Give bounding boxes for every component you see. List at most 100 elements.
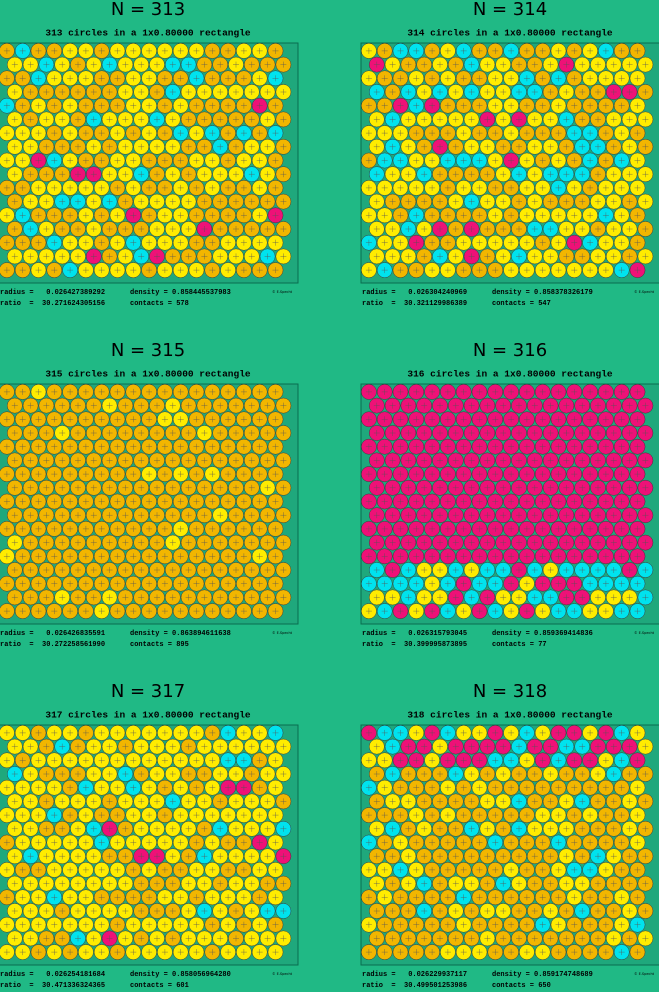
- disk-cross: [256, 47, 263, 54]
- disk-cross: [264, 253, 271, 260]
- disk-cross: [225, 75, 232, 82]
- contacts: contacts = 77: [492, 641, 547, 649]
- disk-cross: [209, 130, 216, 137]
- disk-cross: [130, 388, 137, 395]
- disk-cross: [634, 75, 641, 82]
- disk-cross: [248, 89, 255, 95]
- disk-cross: [201, 539, 208, 546]
- disk-cross: [248, 539, 255, 546]
- disk-cross: [169, 253, 176, 260]
- disk-cross: [492, 130, 499, 137]
- disk-cross: [602, 102, 609, 109]
- disk-cross: [256, 267, 263, 274]
- disk-cross: [59, 226, 66, 232]
- disk-cross: [492, 102, 499, 109]
- disk-cross: [225, 498, 232, 505]
- disk-cross: [130, 212, 137, 219]
- disk-cross: [114, 47, 121, 54]
- disk-cross: [272, 130, 279, 137]
- disk-cross: [59, 171, 66, 178]
- disk-cross: [138, 61, 145, 68]
- disk-cross: [587, 130, 594, 137]
- disk-cross: [27, 143, 34, 150]
- disk-cross: [579, 89, 586, 95]
- disk-cross: [500, 143, 507, 150]
- disk-cross: [225, 471, 232, 478]
- disk-cross: [602, 130, 609, 137]
- disk-cross: [27, 430, 34, 436]
- disk-cross: [177, 239, 184, 246]
- disk-cross: [146, 75, 153, 82]
- disk-cross: [571, 184, 578, 191]
- disk-cross: [106, 61, 113, 68]
- copyright: © E.Specht: [634, 972, 655, 976]
- disk-cross: [233, 171, 239, 178]
- disk-cross: [539, 75, 546, 82]
- disk-cross: [82, 239, 89, 246]
- disk-cross: [19, 47, 26, 54]
- disk-cross: [437, 226, 443, 232]
- disk-cross: [618, 239, 625, 246]
- disk-cross: [177, 553, 184, 560]
- disk-cross: [365, 267, 372, 274]
- disk-cross: [51, 525, 58, 532]
- panel-title: N = 317: [111, 681, 185, 702]
- disk-cross: [240, 267, 247, 274]
- disk-cross: [217, 198, 224, 205]
- disk-cross: [154, 89, 160, 95]
- disk-cross: [43, 457, 50, 464]
- disk-cross: [122, 198, 129, 205]
- disk-cross: [51, 47, 58, 54]
- disk-cross: [523, 239, 530, 246]
- disk-cross: [634, 102, 641, 109]
- disk-cross: [51, 157, 58, 164]
- disk-cross: [98, 443, 105, 450]
- disk-cross: [539, 184, 546, 191]
- copyright: © E.Specht: [634, 631, 655, 635]
- disk-cross: [114, 157, 121, 164]
- disk-cross: [397, 75, 404, 82]
- disk-cross: [185, 512, 192, 519]
- disk-cross: [138, 143, 145, 150]
- disk-cross: [460, 267, 467, 274]
- disk-cross: [429, 212, 436, 219]
- disk-cross: [571, 102, 578, 109]
- disk-cross: [177, 102, 184, 109]
- disk-cross: [634, 184, 641, 191]
- disk-cross: [272, 388, 279, 395]
- disk-cross: [248, 61, 255, 68]
- disk-cross: [365, 47, 372, 54]
- disk-cross: [3, 267, 10, 274]
- disk-cross: [571, 47, 578, 54]
- disk-cross: [405, 171, 412, 178]
- disk-cross: [35, 212, 42, 219]
- panel-title: N = 313: [111, 0, 185, 20]
- disk-cross: [114, 239, 121, 246]
- disk-cross: [248, 402, 255, 409]
- disk-cross: [193, 388, 200, 395]
- disk-cross: [365, 102, 372, 109]
- disk-cross: [248, 512, 255, 519]
- disk-cross: [35, 157, 42, 164]
- disk-cross: [114, 75, 121, 82]
- disk-cross: [138, 512, 145, 519]
- disk-cross: [272, 443, 279, 450]
- disk-cross: [106, 484, 113, 491]
- disk-cross: [405, 116, 412, 123]
- disk-cross: [106, 457, 113, 464]
- disk-cross: [492, 267, 499, 274]
- disk-cross: [161, 102, 168, 109]
- contacts: contacts = 895: [130, 641, 189, 649]
- disk-cross: [626, 143, 633, 150]
- disk-cross: [59, 512, 66, 519]
- disk-cross: [365, 212, 372, 219]
- disk-cross: [185, 89, 192, 95]
- disk-cross: [272, 239, 279, 246]
- disk-cross: [516, 116, 522, 123]
- disk-cross: [209, 184, 216, 191]
- disk-cross: [217, 226, 224, 232]
- disk-cross: [571, 267, 578, 274]
- disk-cross: [217, 402, 224, 409]
- packing-panel: N = 316 316 circles in a 1x0.80000 rectan…: [360, 340, 659, 649]
- disk-cross: [146, 212, 153, 219]
